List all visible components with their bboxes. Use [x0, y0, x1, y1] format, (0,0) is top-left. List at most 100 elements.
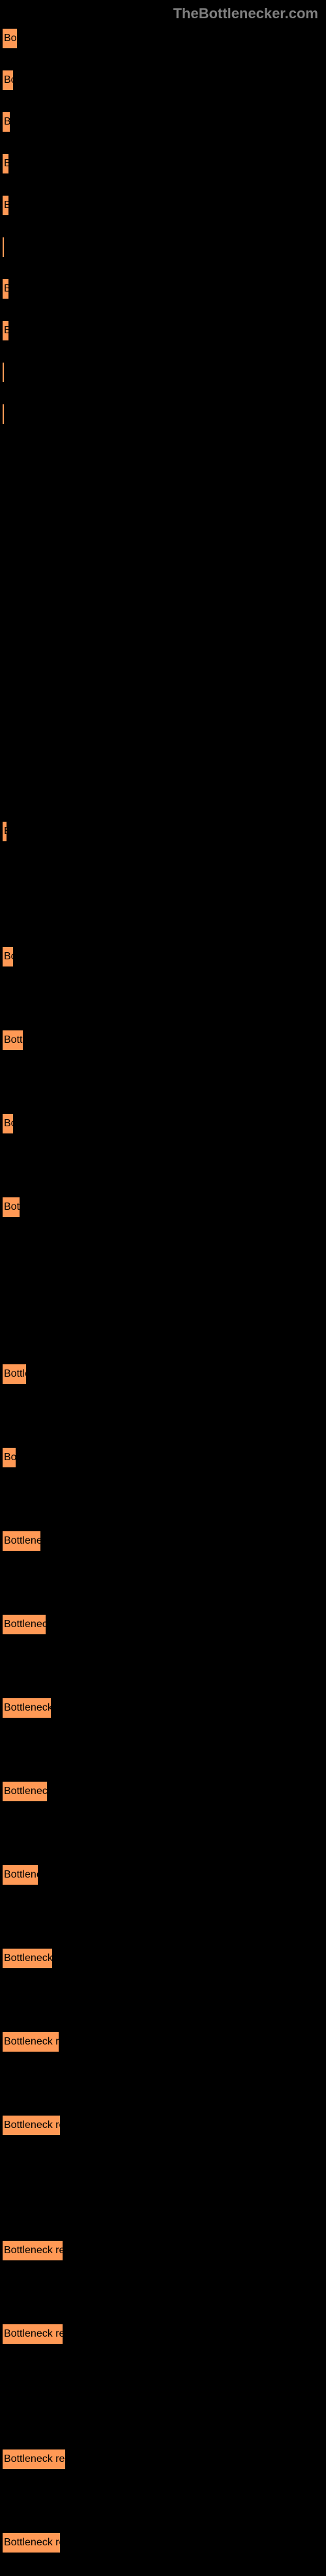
bar-row	[1, 904, 325, 926]
bar: B	[1, 320, 10, 342]
bar: Bottleneck	[1, 1864, 39, 1886]
bar-label: Bo	[4, 1118, 17, 1130]
bar-row: Bottleneck result	[1, 2323, 325, 2345]
bar: Bottlen	[1, 1363, 27, 1385]
bar-row	[1, 1989, 325, 2011]
watermark-text: TheBottlenecker.com	[0, 0, 326, 25]
bar: Bottle	[1, 1029, 24, 1051]
bar-row: Bo	[1, 27, 325, 50]
bar-row: Bo	[1, 1446, 325, 1469]
bar-row: Bottleneck result	[1, 2448, 325, 2470]
bar-row: Bottleneck re	[1, 1780, 325, 1803]
bar-row	[1, 612, 325, 634]
bar-label: Bottleneck res	[4, 1702, 70, 1714]
bar: B	[1, 194, 10, 217]
bar-label: Bottleneck result	[4, 2328, 81, 2340]
bar-row	[1, 2365, 325, 2387]
bar-row: Bottleneck	[1, 1530, 325, 1552]
bar-row	[1, 236, 325, 258]
bar-label: Bo	[4, 951, 17, 963]
bar: B	[1, 278, 10, 300]
bar-row	[1, 2490, 325, 2512]
bar-row: Bottleneck resu	[1, 2532, 325, 2554]
bar-row	[1, 528, 325, 550]
bar	[1, 236, 5, 258]
bar: Bottleneck resul	[1, 2031, 60, 2053]
bar: Bottleneck res	[1, 1697, 52, 1719]
bar-row	[1, 1154, 325, 1176]
bar: Bo	[1, 1113, 14, 1135]
bar	[1, 361, 5, 383]
bar-row	[1, 987, 325, 1010]
bar-label: Bottleneck resu	[4, 2537, 76, 2549]
bar-row: Bo	[1, 946, 325, 968]
bar-row: B	[1, 820, 325, 843]
bar-label: Bo	[4, 33, 17, 44]
bar: Bott	[1, 1196, 21, 1218]
bar-row	[1, 779, 325, 801]
bar-label: Bottleneck resu	[4, 2119, 76, 2131]
bar-row: Bott	[1, 1196, 325, 1218]
bar-row: Bottleneck result	[1, 2239, 325, 2262]
bar-row: Bottleneck res	[1, 1697, 325, 1719]
bar-row: Bo	[1, 69, 325, 91]
bar-label: Bottleneck res	[4, 1953, 70, 1964]
bar-row	[1, 445, 325, 467]
bar-label: Bottleneck re	[4, 1786, 65, 1797]
bar-label: B	[4, 826, 11, 837]
bar-label: Bottleneck result	[4, 2245, 81, 2256]
bar-row	[1, 653, 325, 676]
bar-label: Bott	[4, 1201, 22, 1213]
bar: Bottleneck result	[1, 2448, 67, 2470]
bar	[1, 403, 5, 425]
bar: Bottleneck result	[1, 2239, 64, 2262]
bar-label: B	[4, 116, 11, 128]
bar: Bottleneck r	[1, 1613, 47, 1636]
bar-row	[1, 2281, 325, 2303]
bar-label: Bottle	[4, 1034, 31, 1046]
bar-label: B	[4, 200, 11, 211]
bar-chart: Bo Bo B B B B B B Bo Bottle Bo Bott Bottlen Bo Bottlen…	[0, 25, 326, 2576]
bar-row	[1, 1906, 325, 1928]
bar-row: Bottleneck res	[1, 1947, 325, 1969]
bar: Bottleneck re	[1, 1780, 48, 1803]
bar-label: B	[4, 158, 11, 170]
bar-row: Bottlen	[1, 1363, 325, 1385]
bar-row	[1, 1488, 325, 1510]
bar: B	[1, 111, 11, 133]
bar-label: Bo	[4, 1452, 17, 1463]
bar-row: Bottleneck resu	[1, 2114, 325, 2136]
bar: Bottleneck result	[1, 2323, 64, 2345]
bar-label: Bottleneck r	[4, 1619, 59, 1630]
bar-row: Bo	[1, 1113, 325, 1135]
bar-row: B	[1, 194, 325, 217]
bar-row	[1, 862, 325, 884]
bar-row	[1, 1071, 325, 1093]
bar: Bottleneck resu	[1, 2114, 61, 2136]
bar-row	[1, 403, 325, 425]
bar-row	[1, 1321, 325, 1343]
bar-row	[1, 1238, 325, 1260]
bar: Bottleneck res	[1, 1947, 53, 1969]
bar-row	[1, 1572, 325, 1594]
bar-row: Bottle	[1, 1029, 325, 1051]
bar-row: B	[1, 111, 325, 133]
bar-label: B	[4, 325, 11, 337]
bar-label: B	[4, 283, 11, 295]
bar: Bottleneck resu	[1, 2532, 61, 2554]
bar-row	[1, 361, 325, 383]
bar-row	[1, 2073, 325, 2095]
bar-label: Bottleneck result	[4, 2453, 81, 2465]
bar-row: B	[1, 320, 325, 342]
bar: B	[1, 153, 10, 175]
bar-label: Bottleneck	[4, 1535, 53, 1547]
bar: B	[1, 820, 8, 843]
bar-row	[1, 2198, 325, 2220]
bar: Bottleneck	[1, 1530, 42, 1552]
bar-label: Bottleneck	[4, 1869, 53, 1881]
bar-row: Bottleneck r	[1, 1613, 325, 1636]
bar-label: Bo	[4, 74, 17, 86]
bar-row	[1, 2156, 325, 2178]
bar-label: Bottleneck resul	[4, 2036, 78, 2048]
bar-row	[1, 1405, 325, 1427]
